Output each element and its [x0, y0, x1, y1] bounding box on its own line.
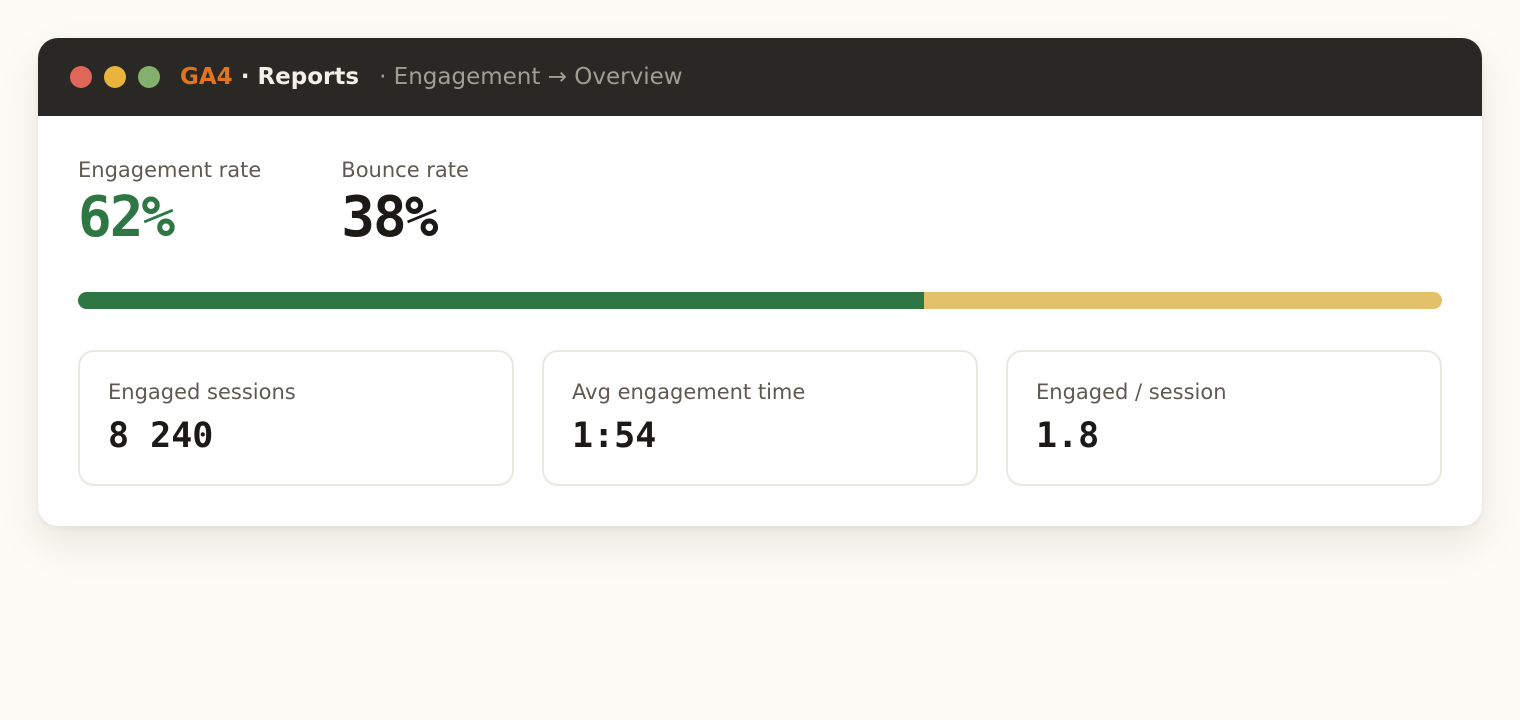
minimize-button[interactable] [104, 66, 126, 88]
avg-engagement-time-card: Avg engagement time 1:54 [542, 350, 978, 486]
stat-cards: Engaged sessions 8 240 Avg engagement ti… [78, 350, 1442, 486]
engaged-segment [78, 292, 924, 309]
brand-label: GA4 [180, 64, 233, 90]
section-label: Reports [257, 64, 360, 90]
engaged-per-session-card: Engaged / session 1.8 [1006, 350, 1442, 486]
card-value: 1:54 [572, 416, 657, 456]
engagement-split-bar [78, 292, 1442, 309]
bounce-rate-label: Bounce rate [341, 158, 469, 182]
card-label: Avg engagement time [572, 380, 806, 404]
headline-metrics: Engagement rate 62% Bounce rate 38% [78, 156, 1442, 252]
breadcrumb: · Engagement → Overview [379, 64, 683, 90]
bounce-rate-metric: Bounce rate 38% [341, 156, 469, 252]
report-content: Engagement rate 62% Bounce rate 38% Enga… [38, 116, 1482, 486]
engaged-sessions-card: Engaged sessions 8 240 [78, 350, 514, 486]
card-label: Engaged sessions [108, 380, 296, 404]
title-bar: GA4 · Reports · Engagement → Overview [38, 38, 1482, 116]
engagement-rate-label: Engagement rate [78, 158, 262, 182]
card-value: 1.8 [1036, 416, 1100, 456]
bounce-rate-value: 38% [341, 185, 438, 250]
separator: · [232, 64, 258, 90]
card-label: Engaged / session [1036, 380, 1227, 404]
report-window: GA4 · Reports · Engagement → Overview En… [38, 38, 1482, 526]
window-title: GA4 · Reports · Engagement → Overview [180, 64, 683, 90]
maximize-button[interactable] [138, 66, 160, 88]
close-button[interactable] [70, 66, 92, 88]
bounce-segment [923, 292, 1442, 309]
engagement-rate-metric: Engagement rate 62% [78, 156, 261, 252]
engagement-rate-value: 62% [78, 185, 175, 250]
card-value: 8 240 [108, 416, 214, 456]
